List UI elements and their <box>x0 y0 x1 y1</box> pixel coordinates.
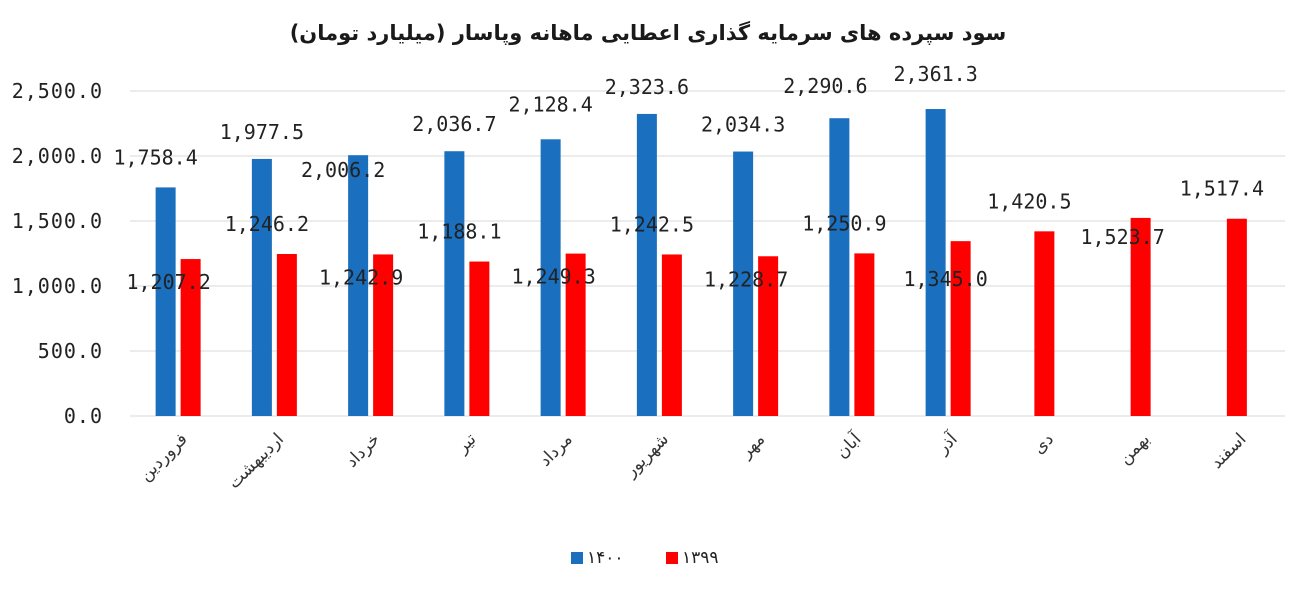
x-axis-categories: فروردین اردیبهشت خرداد تیر مرداد شهریور مهر آبا… <box>136 427 1251 493</box>
y-tick-label: 1,500.0 <box>12 209 103 233</box>
data-label-1399: 1,207.2 <box>126 270 210 294</box>
x-category-label: بهمن <box>1115 429 1154 468</box>
data-label-1399: 1,517.4 <box>1180 177 1264 201</box>
legend-label-1399: ۱۳۹۹ <box>682 548 719 568</box>
data-label-1399: 1,246.2 <box>225 212 309 236</box>
data-label-1400: 2,323.6 <box>605 75 689 99</box>
data-label-1399: 1,249.3 <box>511 265 595 289</box>
y-tick-label: 500.0 <box>38 339 103 363</box>
x-category-label: شهریور <box>620 429 672 481</box>
y-tick-label: 1,000.0 <box>12 274 103 298</box>
x-category-label: آذر <box>931 427 963 459</box>
bar-1399 <box>565 253 586 416</box>
data-label-1400: 2,128.4 <box>508 92 592 116</box>
bar-1400 <box>540 139 561 417</box>
bar-1399 <box>1130 217 1151 416</box>
data-label-1399: 1,250.9 <box>802 211 886 235</box>
bars <box>155 109 1247 417</box>
y-tick-label: 2,500.0 <box>12 79 103 103</box>
x-category-label: فروردین <box>136 429 192 485</box>
chart-title: سود سپرده های سرمایه گذاری اعطایی ماهانه… <box>290 20 1007 45</box>
legend-label-1400: ۱۴۰۰ <box>587 548 624 568</box>
bar-1399 <box>758 256 779 416</box>
data-label-1400: 1,758.4 <box>113 145 197 169</box>
x-category-label: تیر <box>452 429 481 458</box>
bar-1400 <box>155 187 176 416</box>
x-category-label: دی <box>1029 429 1058 458</box>
bar-1399 <box>950 241 971 416</box>
bar-1400 <box>251 158 272 417</box>
bar-1399 <box>373 254 394 416</box>
x-category-label: خرداد <box>342 429 384 471</box>
x-category-label: اردیبهشت <box>224 429 288 493</box>
bar-1399 <box>180 259 201 416</box>
bar-1399 <box>469 261 490 416</box>
x-category-label: مهر <box>736 429 769 462</box>
data-label-1400: 2,361.3 <box>893 62 977 86</box>
x-category-label: اسفند <box>1207 429 1251 473</box>
y-tick-label: 0.0 <box>64 404 103 428</box>
data-label-1399: 1,523.7 <box>1080 225 1164 249</box>
legend-swatch-1400 <box>571 552 583 564</box>
x-category-label: مرداد <box>535 429 576 470</box>
data-label-1399: 1,228.7 <box>704 267 788 291</box>
data-label-1400: 2,006.2 <box>301 158 385 182</box>
bar-1399 <box>854 253 875 416</box>
data-label-1399: 1,420.5 <box>987 189 1071 213</box>
gridlines <box>130 90 1285 417</box>
bar-1399 <box>661 254 682 416</box>
bar-1400 <box>829 118 850 417</box>
bar-1400 <box>348 155 369 416</box>
bar-1399 <box>1226 218 1247 416</box>
data-label-1399: 1,242.9 <box>319 265 403 289</box>
bar-1400 <box>925 109 946 416</box>
bar-1399 <box>276 253 297 416</box>
bar-1400 <box>636 113 657 416</box>
y-axis-ticks: 0.0 500.0 1,000.0 1,500.0 2,000.0 2,500.0 <box>12 79 103 428</box>
bar-1400 <box>733 151 754 416</box>
legend-swatch-1399 <box>666 552 678 564</box>
data-label-1400: 1,977.5 <box>220 120 304 144</box>
data-label-1400: 2,290.6 <box>783 74 867 98</box>
data-label-1399: 1,188.1 <box>417 220 501 244</box>
data-label-1400: 2,034.3 <box>701 113 785 137</box>
data-labels: 1,758.4 1,207.2 1,977.5 1,246.2 2,006.2 1,242… <box>113 62 1264 294</box>
legend: ۱۴۰۰ ۱۳۹۹ <box>571 548 719 568</box>
data-label-1399: 1,345.0 <box>903 267 987 291</box>
bar-1400 <box>444 151 465 416</box>
data-label-1399: 1,242.5 <box>610 212 694 236</box>
bar-1399 <box>1034 231 1055 416</box>
data-label-1400: 2,036.7 <box>412 112 496 136</box>
x-category-label: آبان <box>831 427 867 463</box>
y-tick-label: 2,000.0 <box>12 144 103 168</box>
